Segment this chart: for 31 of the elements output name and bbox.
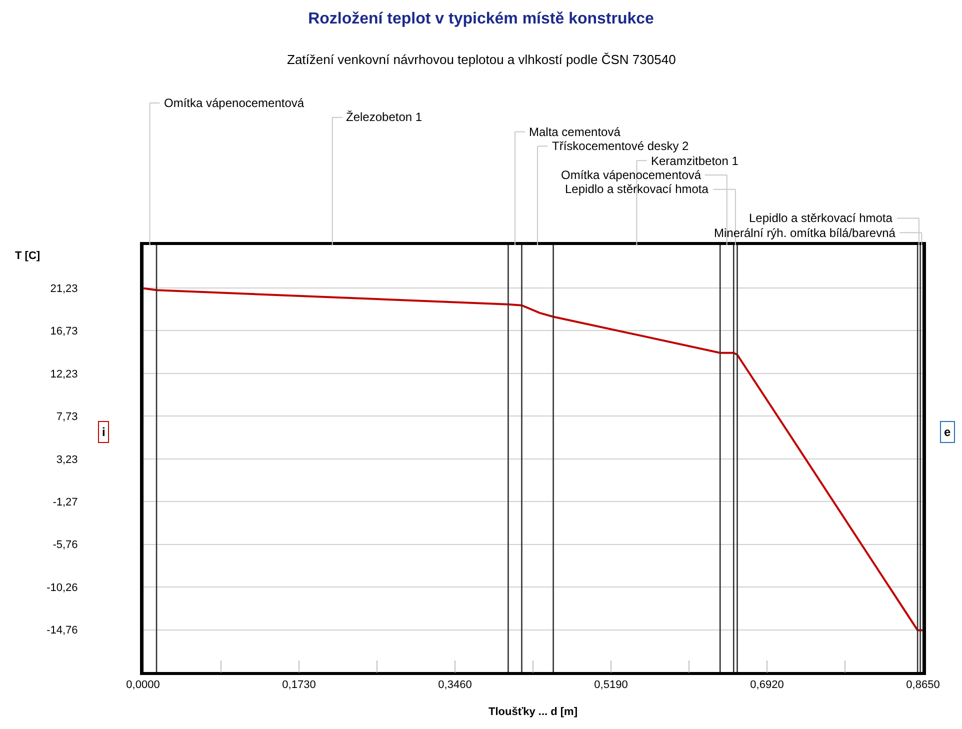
y-tick-label: 16,73 (50, 326, 78, 338)
y-tick-label: -5,76 (52, 539, 78, 552)
text: Lepidlo a stěrkovací hmota (565, 182, 709, 196)
x-tick-label: 0,8650 (906, 678, 940, 691)
text: Malta cementová (529, 125, 621, 139)
text: Omítka vápenocementová (164, 96, 304, 110)
text: e (944, 425, 951, 439)
x-tick-label: 0,0000 (126, 678, 160, 691)
x-axis-title: Tloušťky ... d [m] (488, 706, 578, 718)
text: Omítka vápenocementová (561, 168, 702, 182)
y-tick-label: 21,23 (50, 282, 78, 295)
text: i (102, 425, 106, 439)
line-series (143, 287, 923, 632)
chart-subtitle: Zatížení venkovní návrhovou teplotou a vlhkostí podle ČSN 730540 (287, 52, 676, 67)
text: Železobeton 1 (346, 110, 422, 124)
chart-title: Rozložení teplot v typickém místě konstrukce (308, 10, 654, 28)
x-tick-label: 0,5190 (594, 678, 628, 691)
y-tick-label: 3,23 (56, 454, 78, 466)
y-tick-label: -14,76 (46, 624, 78, 637)
y-tick-label: -10,26 (46, 582, 78, 594)
x-tick-label: 0,1730 (282, 678, 316, 691)
x-tick-label: 0,3460 (438, 678, 472, 691)
text: Třískocementové desky 2 (552, 139, 690, 153)
text: Minerální rýh. omítka bílá/barevná (714, 226, 896, 240)
y-tick-label: 7,73 (56, 411, 78, 424)
x-tick-label: 0,6920 (750, 678, 784, 691)
y-tick-label: 12,23 (50, 368, 78, 380)
y-tick-label: -1,27 (52, 496, 78, 509)
y-axis-title: T [C] (15, 250, 40, 262)
text: Keramzitbeton 1 (651, 154, 739, 168)
text: Lepidlo a stěrkovací hmota (749, 211, 893, 225)
